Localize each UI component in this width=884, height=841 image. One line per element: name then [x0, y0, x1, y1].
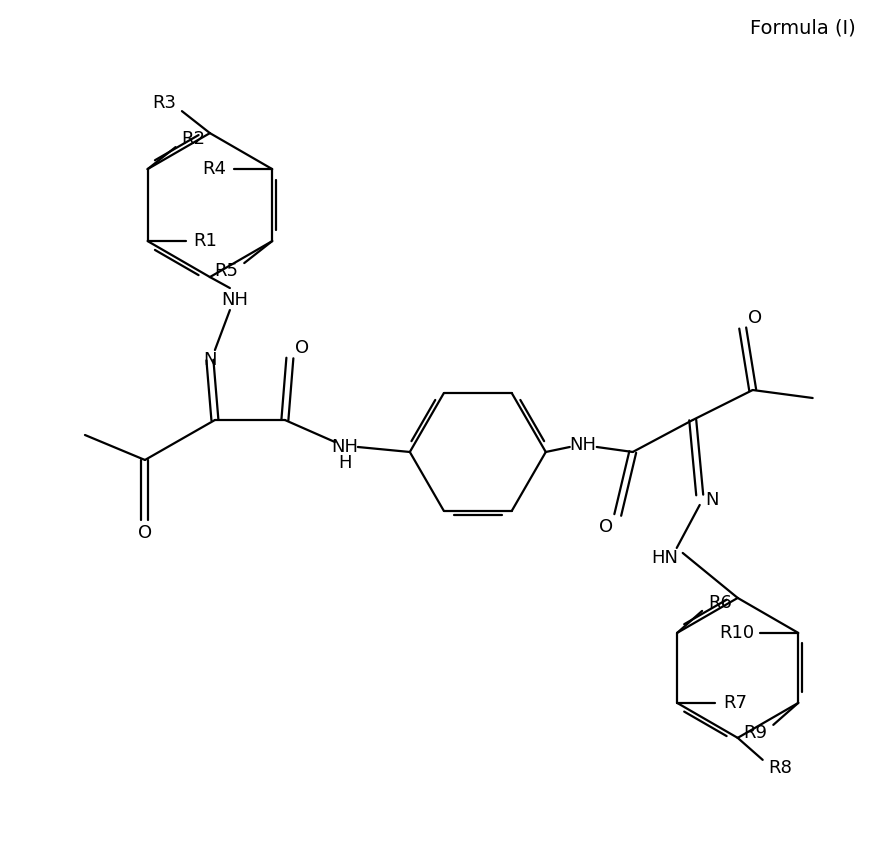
Text: R6: R6 [708, 594, 732, 612]
Text: HN: HN [652, 549, 678, 567]
Text: R3: R3 [152, 94, 176, 112]
Text: R7: R7 [723, 694, 747, 711]
Text: O: O [138, 524, 152, 542]
Text: NH: NH [221, 291, 248, 309]
Text: R2: R2 [181, 130, 206, 148]
Text: O: O [295, 339, 309, 357]
Text: R8: R8 [769, 759, 793, 777]
Text: O: O [748, 309, 762, 327]
Text: R5: R5 [214, 262, 239, 280]
Text: R10: R10 [719, 624, 754, 642]
Text: H: H [338, 454, 352, 472]
Text: NH: NH [569, 436, 597, 454]
Text: O: O [598, 518, 613, 536]
Text: N: N [203, 351, 217, 369]
Text: R1: R1 [194, 232, 217, 250]
Text: R4: R4 [202, 160, 226, 178]
Text: Formula (I): Formula (I) [750, 19, 856, 38]
Text: N: N [705, 491, 719, 509]
Text: R9: R9 [743, 724, 767, 742]
Text: NH: NH [332, 438, 358, 456]
